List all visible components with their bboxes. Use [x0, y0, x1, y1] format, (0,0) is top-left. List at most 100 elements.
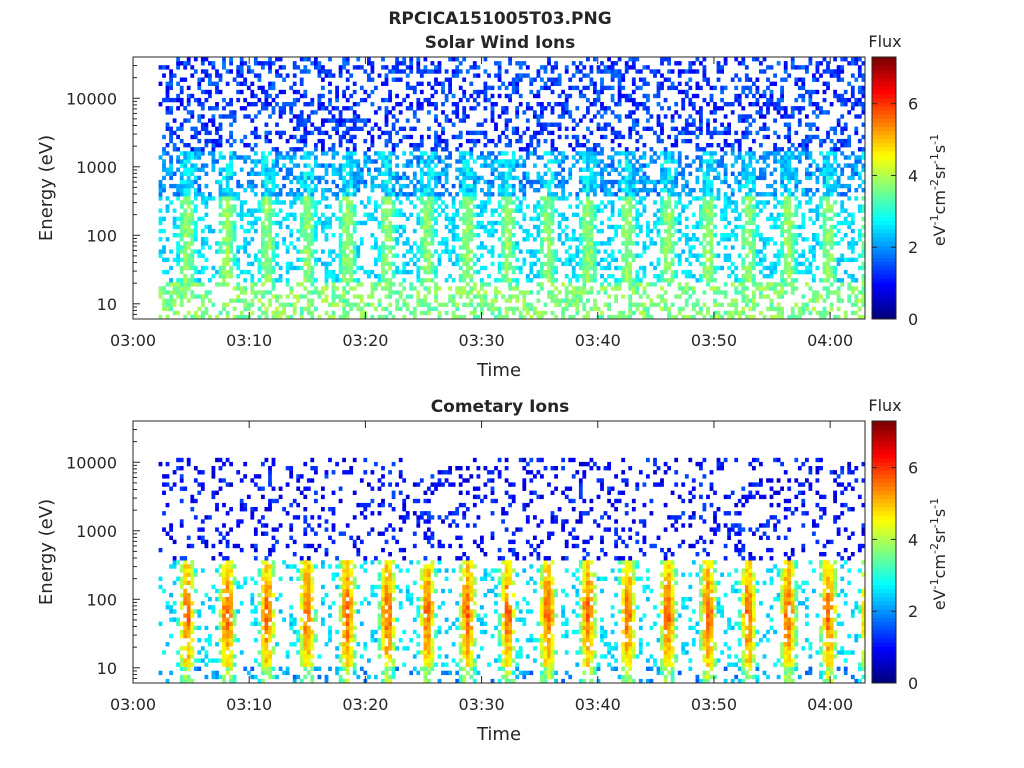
heatmap-cell [533, 274, 537, 279]
heatmap-cell [511, 188, 516, 193]
heatmap-cell [635, 188, 640, 193]
heatmap-cell [635, 306, 640, 312]
heatmap-cell [465, 294, 470, 299]
heatmap-cell [352, 175, 357, 181]
heatmap-cell [744, 171, 749, 176]
heatmap-cell [331, 314, 336, 320]
heatmap-cell [349, 216, 354, 222]
heatmap-cell [186, 220, 191, 226]
heatmap-cell [621, 216, 626, 222]
heatmap-cell [716, 77, 721, 82]
heatmap-cell [444, 216, 449, 222]
heatmap-cell [229, 114, 233, 119]
heatmap-cell [328, 102, 332, 107]
heatmap-cell [525, 175, 530, 181]
heatmap-cell [441, 85, 445, 91]
heatmap-cell [331, 155, 336, 160]
heatmap-cell [409, 61, 414, 66]
heatmap-cell [257, 97, 262, 103]
heatmap-cell [642, 249, 647, 254]
heatmap-cell [744, 85, 749, 91]
heatmap-cell [437, 134, 442, 140]
heatmap-cell [529, 81, 534, 86]
heatmap-cell [218, 188, 223, 193]
heatmap-cell [688, 294, 693, 299]
heatmap-cell [469, 224, 474, 230]
heatmap-cell [628, 212, 633, 217]
heatmap-cell [409, 269, 414, 275]
heatmap-cell [670, 220, 675, 226]
heatmap-cell [723, 175, 728, 181]
heatmap-cell [204, 237, 209, 242]
heatmap-cell [444, 171, 449, 176]
heatmap-cell [430, 196, 435, 201]
heatmap-cell [409, 143, 414, 148]
heatmap-cell [239, 216, 244, 222]
heatmap-cell [670, 151, 675, 156]
heatmap-cell [737, 93, 742, 99]
heatmap-cell [239, 204, 244, 209]
heatmap-cell [349, 249, 354, 254]
heatmap-cell [660, 163, 664, 168]
heatmap-cell [684, 216, 689, 222]
heatmap-cell [593, 265, 597, 271]
heatmap-cell [571, 253, 576, 258]
heatmap-cell [568, 282, 573, 287]
heatmap-cell [349, 208, 354, 213]
heatmap-cell [628, 228, 633, 234]
heatmap-cell [550, 290, 555, 295]
heatmap-cell [271, 282, 276, 287]
heatmap-cell [363, 163, 368, 168]
heatmap-cell [593, 224, 597, 230]
heatmap-cell [723, 290, 728, 295]
heatmap-cell [533, 179, 537, 185]
heatmap-cell [550, 261, 555, 267]
heatmap-cell [367, 200, 371, 205]
heatmap-cell [734, 130, 739, 136]
heatmap-cell [282, 130, 286, 136]
heatmap-cell [218, 204, 223, 209]
heatmap-cell [518, 147, 523, 152]
heatmap-cell [384, 179, 389, 185]
heatmap-cell [423, 159, 428, 164]
heatmap-cell [409, 163, 414, 168]
heatmap-cell [667, 188, 671, 193]
heatmap-cell [271, 183, 276, 189]
heatmap-cell [398, 200, 403, 205]
heatmap-cell [384, 278, 389, 283]
heatmap-cell [536, 204, 541, 209]
heatmap-cell [388, 286, 392, 291]
heatmap-cell [564, 298, 569, 303]
heatmap-cell [575, 253, 580, 258]
heatmap-cell [593, 192, 597, 197]
heatmap-cell [663, 306, 668, 312]
heatmap-cell [624, 151, 629, 156]
heatmap-cell [557, 134, 562, 140]
heatmap-cell [465, 220, 470, 226]
heatmap-cell [571, 61, 576, 66]
heatmap-cell [268, 57, 272, 62]
heatmap-cell [434, 228, 438, 234]
heatmap-solar-wind [158, 57, 866, 320]
heatmap-cell [642, 81, 647, 86]
heatmap-cell [186, 228, 191, 234]
heatmap-cell [642, 77, 647, 82]
heatmap-cell [631, 224, 636, 230]
heatmap-cell [646, 81, 650, 86]
heatmap-cell [434, 298, 438, 303]
heatmap-cell [702, 245, 707, 250]
heatmap-cell [487, 306, 491, 312]
heatmap-cell [222, 241, 226, 246]
heatmap-cell [183, 286, 188, 291]
heatmap-cell [529, 151, 534, 156]
heatmap-cell [190, 314, 195, 320]
heatmap-cell [314, 261, 318, 267]
heatmap-cell [603, 69, 608, 74]
heatmap-cell [737, 143, 742, 148]
heatmap-cell [621, 175, 626, 181]
heatmap-cell [511, 167, 516, 172]
heatmap-cell [720, 155, 724, 160]
heatmap-cell [589, 69, 594, 74]
heatmap-cell [165, 298, 170, 303]
heatmap-cell [388, 212, 392, 217]
